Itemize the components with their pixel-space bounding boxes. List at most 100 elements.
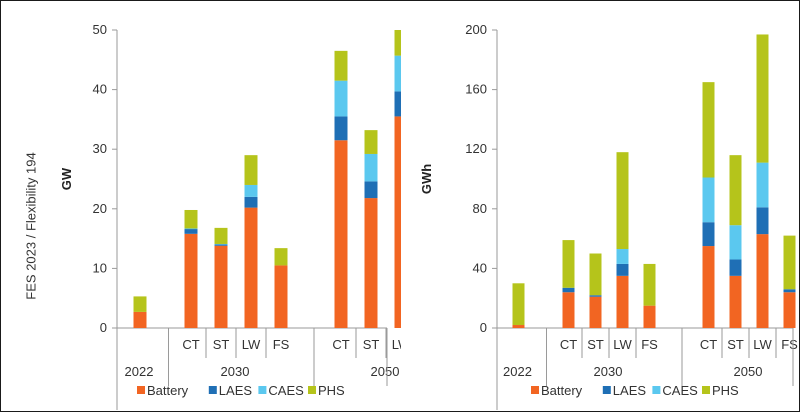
group-label: 2030 <box>594 364 623 379</box>
bar-battery-2030-ct <box>562 292 575 328</box>
bar-laes-2050-ct <box>702 222 715 247</box>
chart-capacity-gw: 01020304050GW2022CTSTLWFS2030CTSTLWFS205… <box>59 22 401 410</box>
category-label: LW <box>613 337 632 352</box>
bar-battery-2030-lw <box>616 275 629 328</box>
bar-caes-2030-st <box>214 243 228 245</box>
bar-phs-2030-st <box>589 253 602 296</box>
bar-caes-2030-lw <box>244 184 258 197</box>
bar-battery-2030-fs <box>643 305 656 328</box>
bar-caes-2050-st <box>364 153 378 182</box>
category-label: LW <box>392 337 401 352</box>
bar-phs-2030-ct <box>184 209 198 229</box>
y-tick-label: 0 <box>100 320 107 335</box>
legend-label-battery: Battery <box>541 383 583 398</box>
y-tick-label: 0 <box>480 320 487 335</box>
y-tick-label: 10 <box>93 260 107 275</box>
y-axis-label: GW <box>59 167 74 190</box>
bar-battery-2030-ct <box>184 233 198 328</box>
category-label: CT <box>182 337 199 352</box>
legend-label-battery: Battery <box>147 383 189 398</box>
y-tick-label: 30 <box>93 141 107 156</box>
legend-label-laes: LAES <box>219 383 253 398</box>
category-label: ST <box>363 337 380 352</box>
legend-swatch-laes <box>208 386 217 394</box>
legend-label-caes: CAES <box>268 383 304 398</box>
bar-laes-2050-st <box>729 259 742 276</box>
bar-phs-2030-st <box>214 227 228 244</box>
bar-laes-2030-ct <box>184 229 198 234</box>
bar-laes-2030-st <box>589 295 602 297</box>
bar-laes-2050-lw <box>394 91 401 117</box>
bar-battery-2030-fs <box>274 265 288 328</box>
bar-phs-2050-ct <box>334 50 348 81</box>
category-label: LW <box>753 337 772 352</box>
bar-phs-2050-ct <box>702 82 715 178</box>
bar-caes-2050-ct <box>334 80 348 117</box>
bar-phs-2030-ct <box>562 240 575 288</box>
group-label: 2050 <box>734 364 763 379</box>
bar-laes-2050-lw <box>756 207 769 235</box>
bar-battery-2022 <box>133 311 147 328</box>
bar-battery-2050-ct <box>334 140 348 328</box>
category-label: ST <box>587 337 604 352</box>
bar-phs-2050-lw <box>756 34 769 163</box>
group-label: 2050 <box>371 364 400 379</box>
category-label: CT <box>700 337 717 352</box>
bar-caes-2050-lw <box>756 162 769 208</box>
bar-phs-2050-st <box>729 155 742 226</box>
legend-label-phs: PHS <box>712 383 739 398</box>
category-label: ST <box>213 337 230 352</box>
bar-battery-2050-fs <box>783 292 796 328</box>
bar-battery-2030-lw <box>244 207 258 328</box>
category-label: CT <box>332 337 349 352</box>
category-label: FS <box>273 337 290 352</box>
y-axis-label: GWh <box>419 164 434 194</box>
legend-swatch-caes <box>652 386 661 394</box>
bar-phs-2030-lw <box>616 152 629 250</box>
bar-battery-2050-st <box>364 198 378 328</box>
bar-phs-2022 <box>133 296 147 312</box>
bar-laes-2050-ct <box>334 116 348 141</box>
legend-swatch-battery <box>137 386 145 394</box>
legend-swatch-battery <box>531 386 539 394</box>
bar-phs-2022 <box>512 283 525 326</box>
category-label: FS <box>781 337 798 352</box>
bar-battery-2050-ct <box>702 246 715 328</box>
bar-battery-2030-st <box>214 245 228 328</box>
y-tick-label: 40 <box>93 82 107 97</box>
category-label: CT <box>560 337 577 352</box>
bar-battery-2050-st <box>729 275 742 328</box>
legend-label-caes: CAES <box>662 383 698 398</box>
y-tick-label: 160 <box>465 82 487 97</box>
legend-label-phs: PHS <box>318 383 345 398</box>
bar-caes-2030-lw <box>616 249 629 264</box>
legend-swatch-caes <box>258 386 267 394</box>
group-label: 2030 <box>221 364 250 379</box>
y-tick-label: 50 <box>93 22 107 37</box>
legend-swatch-phs <box>308 386 316 394</box>
bar-phs-2050-st <box>364 130 378 154</box>
bar-laes-2030-lw <box>616 263 629 276</box>
y-tick-label: 80 <box>473 201 487 216</box>
bar-battery-2050-lw <box>394 116 401 328</box>
legend-swatch-laes <box>602 386 611 394</box>
chart-energy-gwh: 0 40 80 120 160 200 GWh 2022 CT ST LW FS 2030 CT ST LW F… <box>419 22 798 410</box>
legend-label-laes: LAES <box>613 383 647 398</box>
bar-laes-2030-st <box>214 244 228 246</box>
category-label: LW <box>242 337 261 352</box>
bar-caes-2050-ct <box>702 177 715 223</box>
group-label: 2022 <box>503 364 532 379</box>
bar-phs-2030-fs <box>643 263 656 306</box>
bar-battery-2030-st <box>589 296 602 328</box>
bar-laes-2050-fs <box>783 289 796 293</box>
category-label: ST <box>727 337 744 352</box>
legend-swatch-phs <box>702 386 710 394</box>
bar-laes-2030-ct <box>562 287 575 293</box>
bar-laes-2030-lw <box>244 196 258 208</box>
y-tick-label: 120 <box>465 141 487 156</box>
y-tick-label: 40 <box>473 260 487 275</box>
bar-phs-2050-fs <box>783 235 796 290</box>
bar-caes-2030-ct <box>184 228 198 230</box>
bar-battery-2050-lw <box>756 234 769 328</box>
